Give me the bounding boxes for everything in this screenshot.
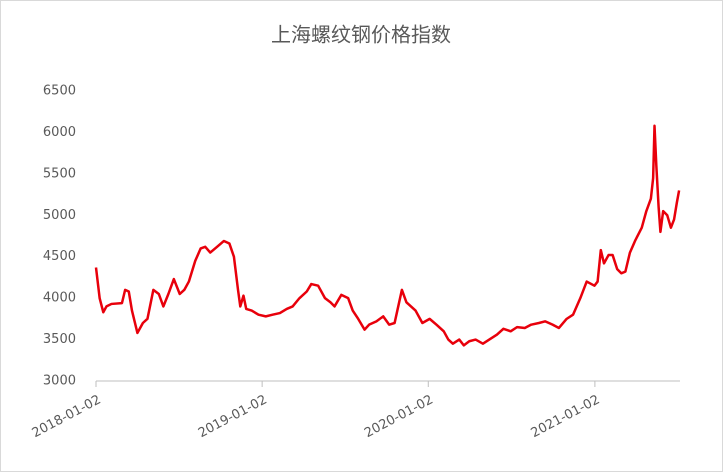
y-tick-label: 3000 [43,374,76,389]
y-tick-label: 4000 [43,291,76,306]
y-tick-label: 3500 [43,332,76,347]
y-tick-label: 6500 [43,84,76,99]
y-tick-label: 5000 [43,208,76,223]
y-tick-label: 5500 [43,166,76,181]
chart-title: 上海螺纹钢价格指数 [271,23,451,47]
line [94,124,681,347]
y-tick-label: 4500 [43,249,76,264]
y-tick-label: 6000 [43,125,76,140]
